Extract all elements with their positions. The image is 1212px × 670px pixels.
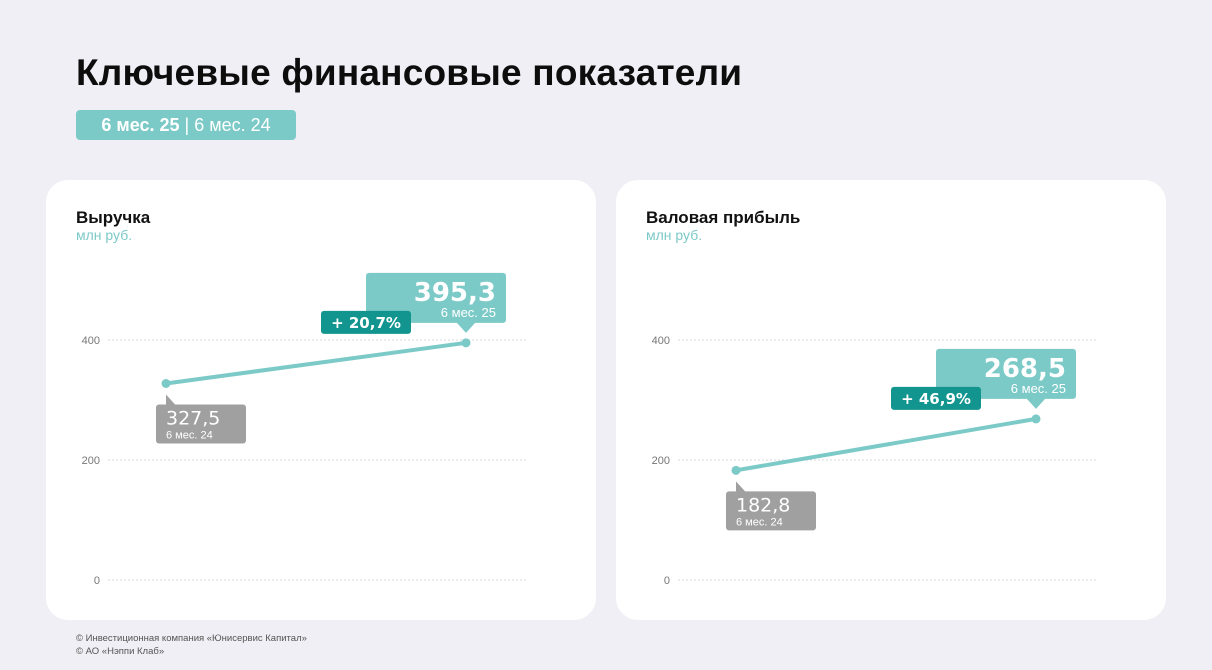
current-value-label: 268,5	[984, 354, 1066, 384]
footer-copyright-1: © Инвестиционная компания «Юнисервис Кап…	[76, 633, 307, 644]
current-callout-pointer	[1026, 397, 1046, 409]
revenue-chart-title: Выручка	[76, 208, 151, 227]
y-tick-label: 200	[82, 455, 100, 467]
y-tick-label: 400	[652, 335, 670, 347]
current-value-label: 395,3	[414, 278, 496, 308]
gross-profit-chart: 0 200 400 182,86 мес. 24 268,56 мес. 25 + 46,…	[652, 335, 1098, 587]
previous-period-label: 6 мес. 24	[736, 516, 783, 528]
page-title: Ключевые финансовые показатели	[76, 52, 743, 93]
data-point-previous	[161, 379, 171, 388]
period-previous-label: 6 мес. 24	[194, 114, 271, 135]
current-period-label: 6 мес. 25	[441, 305, 496, 320]
current-callout	[936, 348, 1076, 399]
period-legend: 6 мес. 25 | 6 мес. 24	[76, 110, 296, 140]
y-tick-label: 0	[664, 575, 670, 587]
y-tick-label: 400	[82, 335, 100, 347]
revenue-chart-card: Выручка млн руб. 0 200 400 327,5 6 мес. 24 39…	[46, 180, 596, 620]
previous-value-label: 182,8	[736, 494, 790, 516]
gross-profit-chart-unit: млн руб.	[646, 227, 703, 243]
previous-value-label: 327,5	[166, 408, 220, 430]
current-callout	[366, 272, 506, 323]
current-callout-pointer	[456, 321, 476, 333]
footer-copyright-2: © АО «Нэппи Клаб»	[76, 646, 165, 657]
previous-callout-pointer	[166, 394, 176, 406]
y-tick-label: 200	[652, 455, 670, 467]
revenue-chart: 0 200 400 327,56 мес. 24 395,36 мес. 25 + 20,…	[82, 272, 528, 587]
growth-label: + 20,7%	[331, 314, 401, 332]
data-point-current	[461, 338, 471, 348]
gross-profit-chart-card: Валовая прибыль млн руб. 0 200 400 182,8 6 м…	[616, 180, 1166, 620]
gross-profit-chart-title: Валовая прибыль	[646, 208, 801, 227]
data-point-current	[1031, 414, 1041, 424]
footer: © Инвестиционная компания «Юнисервис Кап…	[76, 632, 307, 658]
current-period-label: 6 мес. 25	[1011, 381, 1066, 396]
growth-badge	[321, 310, 411, 334]
y-tick-label: 0	[94, 575, 100, 587]
previous-callout-pointer	[736, 481, 746, 493]
period-separator: |	[184, 114, 190, 135]
series-line	[164, 340, 468, 386]
previous-callout	[156, 404, 246, 444]
data-point-previous	[731, 465, 741, 475]
revenue-chart-unit: млн руб.	[76, 227, 133, 243]
previous-period-label: 6 мес. 24	[166, 430, 213, 442]
growth-label: + 46,9%	[901, 390, 971, 408]
series-line	[734, 416, 1038, 473]
period-current-label: 6 мес. 25	[101, 114, 180, 135]
previous-callout	[726, 491, 816, 531]
growth-badge	[891, 386, 981, 410]
